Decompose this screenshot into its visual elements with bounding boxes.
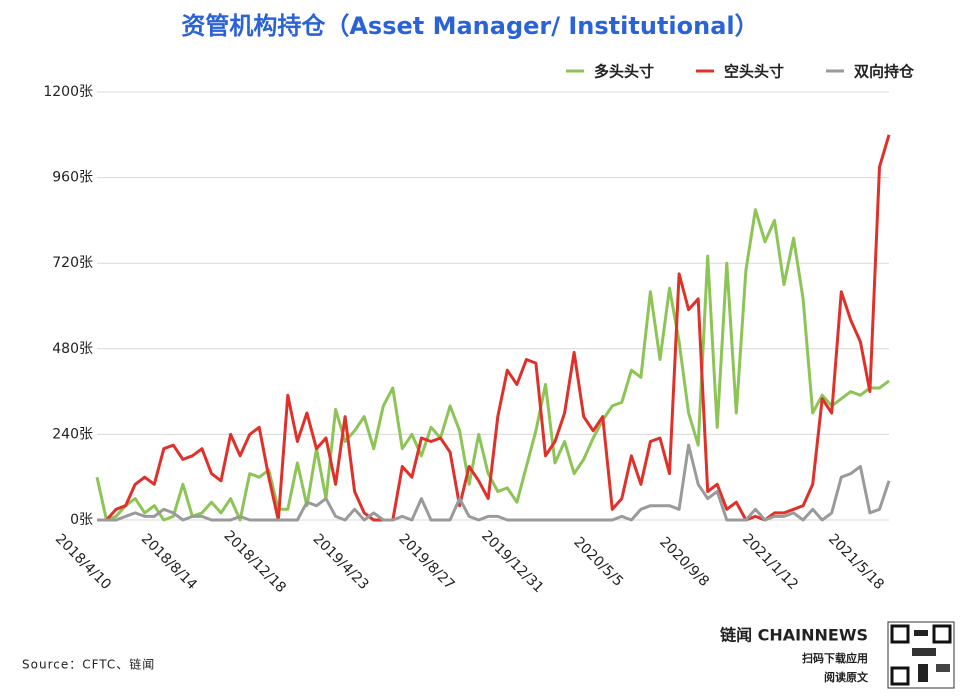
legend-label: 多头头寸 xyxy=(594,63,654,81)
x-tick-label: 2019/12/31 xyxy=(478,528,546,596)
x-tick-label: 2019/4/23 xyxy=(310,531,372,593)
y-tick-label: 240张 xyxy=(52,426,93,442)
y-tick-label: 720张 xyxy=(52,255,93,271)
brand-line: 阅读原文 xyxy=(824,670,869,684)
series-line xyxy=(97,134,891,522)
x-tick-label: 2018/4/10 xyxy=(52,531,114,593)
x-tick-label: 2021/1/12 xyxy=(739,531,801,593)
source: Source：CFTC、链闻 xyxy=(22,657,155,672)
qr-code xyxy=(887,621,955,689)
y-tick-label: 0张 xyxy=(70,512,93,528)
brand: 链闻 CHAINNEWS xyxy=(720,626,868,645)
y-tick-label: 960张 xyxy=(52,170,93,186)
chart-title: 资管机构持仓（Asset Manager/ Institutional） xyxy=(181,12,758,40)
x-tick-label: 2019/8/27 xyxy=(395,531,457,593)
series-line xyxy=(95,208,890,522)
x-tick-label: 2021/5/18 xyxy=(825,531,887,593)
y-tick-label: 480张 xyxy=(52,341,93,357)
y-tick-label: 1200张 xyxy=(43,84,93,100)
x-tick-label: 2018/12/18 xyxy=(221,528,289,596)
x-tick-label: 2018/8/14 xyxy=(138,531,200,593)
brand-line: 扫码下载应用 xyxy=(802,651,868,665)
series-line xyxy=(97,443,891,522)
x-tick-label: 2020/5/5 xyxy=(570,534,626,590)
x-tick-label: 2020/9/8 xyxy=(656,534,712,590)
legend-label: 空头头寸 xyxy=(724,63,784,81)
legend-label: 双向持仓 xyxy=(854,63,915,81)
